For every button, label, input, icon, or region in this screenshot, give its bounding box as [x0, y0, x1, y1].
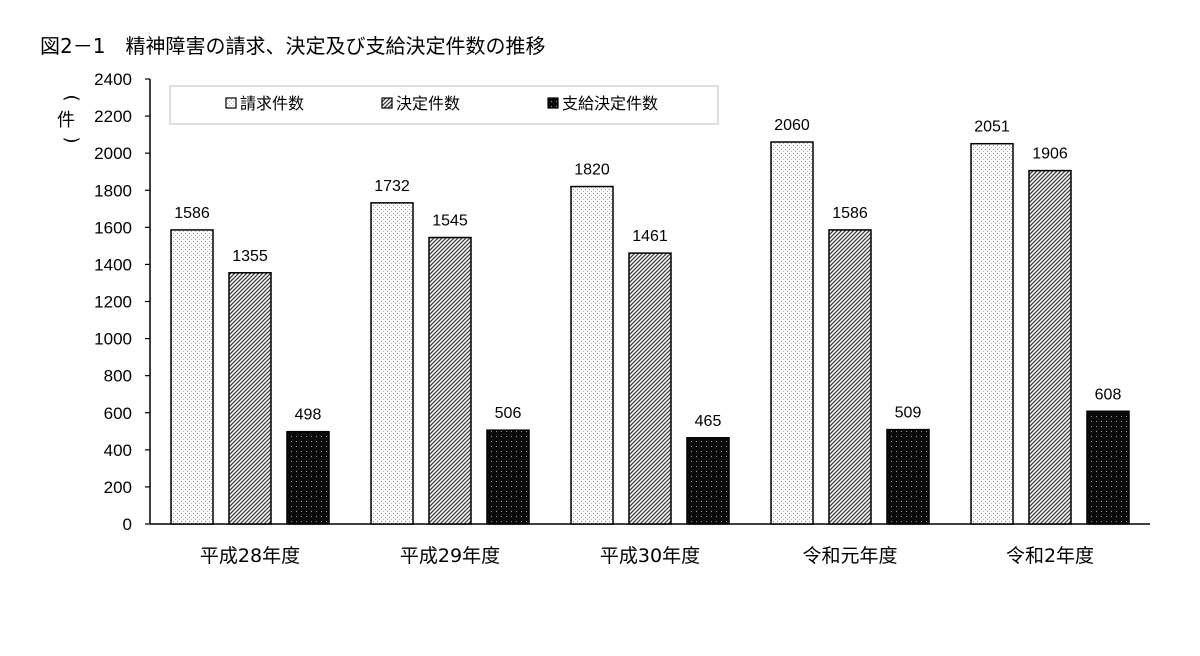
data-label: 608 [1095, 386, 1122, 403]
bar-dots [970, 142, 1014, 525]
bar-dark-dots [1086, 410, 1130, 525]
category-label: 平成30年度 [600, 545, 700, 567]
legend-label: 支給決定件数 [562, 94, 658, 113]
y-tick-label: 600 [104, 404, 132, 423]
bar-diagonal [1028, 169, 1072, 525]
bars-group [170, 141, 1130, 525]
bar-diagonal [428, 236, 472, 525]
y-tick-label: 2000 [94, 144, 132, 163]
bar-dots [170, 229, 214, 525]
y-tick-label: 1600 [94, 218, 132, 237]
data-label: 498 [295, 407, 322, 424]
bar-dark-dots [286, 430, 330, 525]
legend-swatch [381, 97, 393, 109]
bar-dots [570, 185, 614, 525]
category-label: 平成29年度 [400, 545, 500, 567]
category-label: 令和2年度 [1006, 545, 1094, 567]
bar-dark-dots [486, 429, 530, 525]
y-tick-label: 800 [104, 367, 132, 386]
bar-diagonal [628, 252, 672, 525]
data-label: 1732 [374, 178, 410, 195]
legend-swatch [547, 97, 559, 109]
bar-dots [370, 202, 414, 525]
y-tick-label: 2400 [94, 70, 132, 89]
category-label: 平成28年度 [200, 545, 300, 567]
y-axis-label-paren-open: ( [61, 94, 82, 101]
y-tick-label: 200 [104, 478, 132, 497]
y-tick-label: 1200 [94, 293, 132, 312]
y-tick-label: 0 [123, 515, 132, 534]
bar-dots [770, 141, 814, 525]
y-tick-label: 1400 [94, 255, 132, 274]
data-label: 2051 [974, 119, 1010, 136]
chart-title: 図2－1 精神障害の請求、決定及び支給決定件数の推移 [40, 34, 546, 58]
y-tick-label: 1800 [94, 181, 132, 200]
data-label: 1906 [1032, 146, 1068, 163]
bar-dark-dots [886, 428, 930, 525]
data-label: 1586 [832, 205, 868, 222]
bar-diagonal [228, 272, 272, 525]
y-tick-label: 400 [104, 441, 132, 460]
y-tick-label: 2200 [94, 107, 132, 126]
y-axis-label-paren-close: ) [61, 136, 82, 143]
legend-label: 決定件数 [396, 94, 460, 113]
data-label: 509 [895, 405, 922, 422]
legend-box [169, 85, 719, 125]
legend-swatch [225, 97, 237, 109]
data-label: 506 [495, 405, 522, 422]
labels-group: 1586 1355 498 平成28年度 1732 1545 506 平成29年度 1820 14… [174, 117, 1121, 567]
data-label: 1820 [574, 162, 610, 179]
data-label: 1545 [432, 213, 468, 230]
y-axis-label: 件 [57, 110, 75, 131]
data-label: 1355 [232, 248, 268, 265]
y-tick-label: 1000 [94, 330, 132, 349]
bar-diagonal [828, 229, 872, 525]
data-label: 1586 [174, 205, 210, 222]
bar-dark-dots [686, 437, 730, 525]
category-label: 令和元年度 [802, 545, 897, 567]
legend-label: 請求件数 [240, 94, 304, 113]
legend: 請求件数 決定件数 支給決定件数 [169, 85, 719, 125]
data-label: 465 [695, 413, 722, 430]
data-label: 2060 [774, 117, 810, 134]
data-label: 1461 [632, 228, 668, 245]
